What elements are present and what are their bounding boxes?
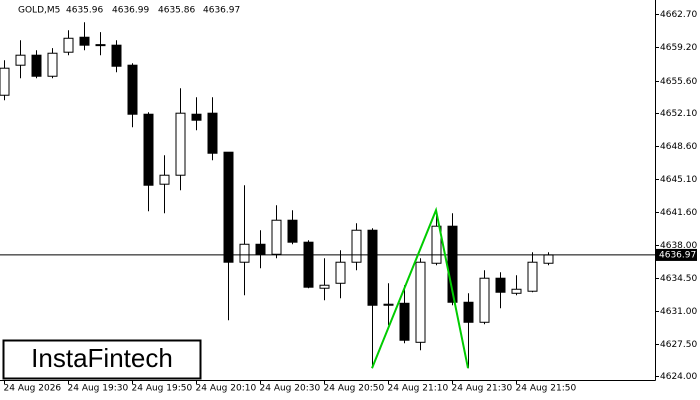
close-price: 4636.97 [203,6,240,16]
candle-body [127,64,138,115]
candle-body [495,277,506,293]
candle-body [383,303,394,306]
logo-text: InstaFintech [31,343,173,373]
logo-box [2,339,202,380]
candle-body [175,112,186,176]
candle-body [303,241,314,288]
candle-body [415,261,426,343]
symbol: GOLD,M5 [18,6,60,16]
x-tick-label: 24 Aug 2026 [4,384,62,394]
y-tick-label: 4662.70 [660,10,697,20]
y-tick-label: 4627.50 [660,340,697,350]
x-tick-label: 24 Aug 19:30 [68,384,129,394]
candle-body [31,54,42,77]
y-tick-label: 4631.00 [660,307,697,317]
x-tick-label: 24 Aug 20:50 [324,384,385,394]
candle-body [191,113,202,121]
y-tick-label: 4659.20 [660,43,697,53]
candle-body [239,243,250,263]
x-tick-label: 24 Aug 20:10 [196,384,257,394]
y-tick-label: 4655.60 [660,77,697,87]
open-price: 4635.96 [66,6,103,16]
candle-body [319,284,330,289]
candle-body [335,261,346,284]
candle-body [255,243,266,255]
candle-body [271,219,282,255]
y-tick-label: 4652.10 [660,109,697,119]
current-price-box [656,248,697,261]
candle-body [351,229,362,263]
pattern-line [371,206,469,369]
y-tick-label: 4641.60 [660,208,697,218]
candle-body [463,301,474,323]
low-price: 4635.86 [158,6,195,16]
y-tick-label: 4634.50 [660,274,697,284]
candle-body [79,36,90,46]
y-tick-label: 4638.00 [660,241,697,251]
header: GOLD,M5 4635.96 4636.99 4635.86 4636.97 [18,6,240,16]
candle-body [95,44,106,47]
candle-body [143,113,154,186]
x-tick-label: 24 Aug 21:10 [388,384,449,394]
candle-body [447,225,458,303]
y-tick-label: 4645.10 [660,175,697,185]
logo: InstaFintech [2,339,202,380]
candle-body [287,219,298,243]
candle-body [111,44,122,67]
current-price-label: 4636.97 [659,250,696,260]
candle-body [367,229,378,306]
candle-body [543,254,554,264]
candle-body [207,112,218,154]
candle-body [527,261,538,292]
x-tick-label: 24 Aug 21:30 [452,384,513,394]
candle-body [63,37,74,53]
candle-body [431,225,442,264]
x-tick-label: 24 Aug 21:50 [516,384,577,394]
candle-body [0,67,10,96]
x-tick-label: 24 Aug 20:30 [260,384,321,394]
candle-body [159,174,170,185]
candle-body [511,288,522,294]
candle-body [47,52,58,77]
candle-body [479,277,490,323]
y-tick-label: 4624.00 [660,372,697,382]
high-price: 4636.99 [112,6,149,16]
candle-body [223,151,234,263]
candle-body [15,54,26,66]
candle-body [399,302,410,341]
y-tick-label: 4648.60 [660,142,697,152]
x-tick-label: 24 Aug 19:50 [132,384,193,394]
